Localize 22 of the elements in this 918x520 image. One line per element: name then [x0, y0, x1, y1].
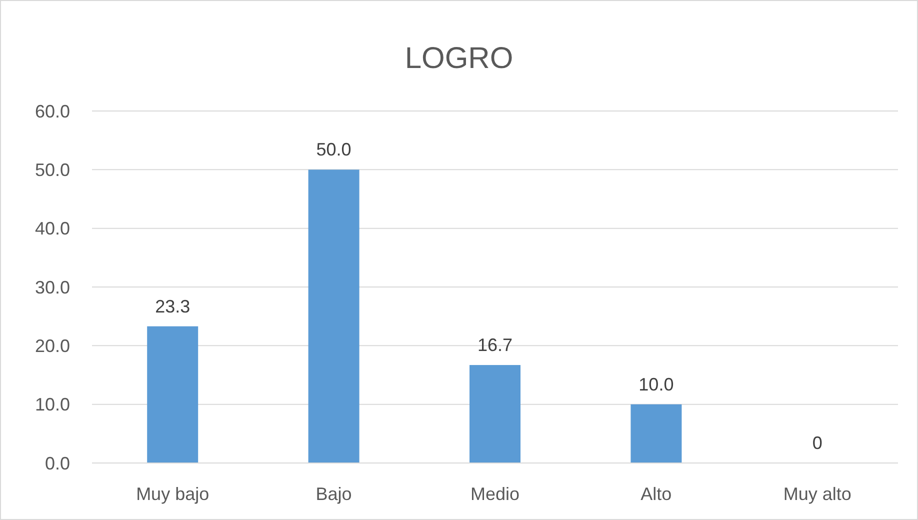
data-label: 50.0 — [316, 140, 352, 160]
y-tick-label: 30.0 — [34, 277, 70, 298]
x-tick-label: Muy bajo — [136, 484, 210, 504]
x-tick-label: Medio — [470, 484, 520, 504]
bar — [630, 404, 682, 463]
y-tick-label: 0.0 — [44, 453, 70, 474]
data-label: 0 — [812, 433, 822, 453]
data-label: 10.0 — [638, 374, 674, 394]
bar — [308, 170, 360, 463]
y-tick-label: 40.0 — [34, 218, 70, 239]
chart-title: LOGRO — [404, 42, 514, 75]
y-tick-label: 60.0 — [34, 101, 70, 122]
bar — [147, 326, 198, 463]
data-label: 23.3 — [155, 296, 190, 316]
y-tick-label: 20.0 — [34, 336, 70, 356]
y-tick-label: 10.0 — [34, 394, 70, 415]
x-tick-label: Bajo — [316, 484, 352, 504]
y-tick-label: 50.0 — [34, 160, 70, 180]
x-tick-label: Muy alto — [783, 484, 852, 504]
bar — [470, 365, 520, 463]
x-tick-label: Alto — [640, 484, 672, 504]
data-label: 16.7 — [477, 335, 513, 356]
